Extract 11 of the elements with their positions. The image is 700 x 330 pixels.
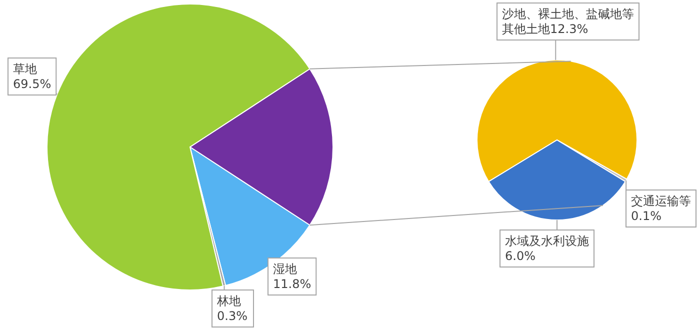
data-label: 0.3% (217, 309, 248, 323)
slice-label: 水域及水利设施 (505, 234, 589, 248)
slice-label: 林地 (216, 294, 241, 308)
slice-label: 交通运输等 (631, 194, 691, 208)
data-label: 11.8% (273, 277, 312, 291)
slice-label: 草地 (13, 62, 37, 76)
data-label: 69.5% (13, 77, 52, 91)
data-label: 6.0% (505, 249, 536, 263)
slice-label: 沙地、裸土地、盐碱地等其他土地12.3% (502, 7, 634, 36)
slice-label: 湿地 (273, 262, 297, 276)
data-label: 0.1% (631, 209, 662, 223)
